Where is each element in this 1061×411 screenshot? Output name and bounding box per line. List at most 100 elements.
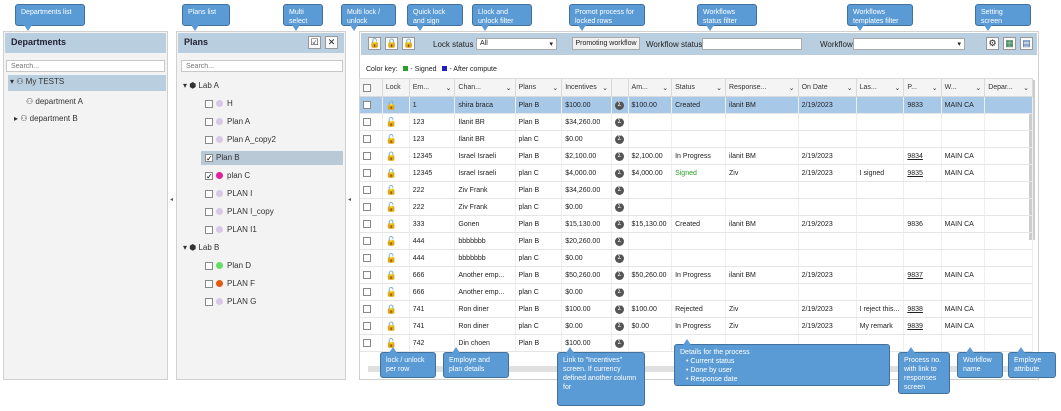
process-link[interactable]: 9835 bbox=[907, 169, 923, 177]
plan-checkbox[interactable] bbox=[205, 297, 213, 306]
table-row[interactable]: 🔓 742 Din choen Plan B $100.00 Σ bbox=[359, 334, 1033, 352]
clear-selection-button[interactable]: ✕ bbox=[325, 36, 338, 49]
unlock-icon[interactable]: 🔓 bbox=[385, 337, 398, 348]
table-row[interactable]: 🔓 222 Ziv Frank Plan B $34,260.00 Σ bbox=[359, 181, 1033, 199]
row-checkbox[interactable] bbox=[362, 305, 371, 313]
dept-tree-root[interactable]: ▾ ⚇ My TESTS bbox=[8, 75, 166, 91]
incentives-link-icon[interactable]: Σ bbox=[614, 202, 624, 212]
lock-icon[interactable]: 🔒 bbox=[385, 150, 398, 161]
unlock-icon[interactable]: 🔓 bbox=[385, 184, 398, 195]
incentives-link-icon[interactable]: Σ bbox=[614, 151, 624, 161]
departments-search-input[interactable] bbox=[6, 60, 165, 72]
plan-checkbox[interactable] bbox=[205, 152, 213, 166]
row-checkbox[interactable] bbox=[362, 288, 371, 296]
incentives-link-icon[interactable]: Σ bbox=[614, 304, 624, 314]
table-row[interactable]: 🔒 666 Another emp... Plan B $50,260.00 Σ $50,2… bbox=[359, 266, 1033, 284]
row-checkbox[interactable] bbox=[362, 135, 371, 143]
column-header[interactable]: Response... ⌄ bbox=[725, 78, 799, 97]
column-header[interactable]: Em... ⌄ bbox=[408, 78, 456, 97]
dept-item[interactable]: ⚇ department A bbox=[26, 95, 83, 109]
incentives-link-icon[interactable]: Σ bbox=[614, 270, 624, 280]
lock-icon[interactable]: 🔒 bbox=[385, 320, 398, 331]
column-header[interactable]: Depar... ⌄ bbox=[984, 78, 1033, 97]
row-checkbox[interactable] bbox=[362, 118, 371, 126]
plan-item[interactable]: plan C bbox=[205, 169, 250, 184]
table-row[interactable]: 🔒 741 Ron diner plan C $0.00 Σ $0.00 In Progres… bbox=[359, 317, 1033, 335]
process-link[interactable]: 9834 bbox=[907, 152, 923, 160]
plan-lab-node[interactable]: ▾ ⬢ Lab B bbox=[183, 241, 219, 255]
settings-icon[interactable]: ⚙ bbox=[986, 37, 999, 50]
column-header[interactable]: Lock bbox=[381, 78, 410, 97]
unlock-all-button[interactable]: 🔓 bbox=[368, 37, 381, 50]
incentives-link-icon[interactable]: Σ bbox=[614, 287, 624, 297]
incentives-link-icon[interactable]: Σ bbox=[614, 134, 624, 144]
plan-checkbox[interactable] bbox=[205, 189, 213, 198]
lock-icon[interactable]: 🔒 bbox=[385, 303, 398, 314]
plan-item[interactable]: PLAN G bbox=[205, 295, 256, 309]
workflow-select[interactable]: ▾ bbox=[853, 38, 965, 50]
incentives-link-icon[interactable]: Σ bbox=[614, 321, 624, 331]
plans-search-input[interactable] bbox=[181, 60, 343, 72]
plan-checkbox[interactable] bbox=[205, 207, 213, 216]
plan-checkbox[interactable] bbox=[205, 170, 213, 184]
table-row[interactable]: 🔓 222 Ziv Frank plan C $0.00 Σ bbox=[359, 198, 1033, 216]
unlock-icon[interactable]: 🔓 bbox=[385, 235, 398, 246]
lock-status-select[interactable]: All ▾ bbox=[476, 38, 557, 50]
dept-item[interactable]: ▸ ⚇ department B bbox=[14, 112, 78, 126]
incentives-link-icon[interactable]: Σ bbox=[614, 117, 624, 127]
quick-lock-sign-button[interactable]: 🔒 bbox=[402, 37, 415, 50]
select-all-checkbox[interactable] bbox=[359, 78, 383, 97]
table-row[interactable]: 🔓 123 Ilanit BR plan C $0.00 Σ bbox=[359, 130, 1033, 148]
column-header[interactable]: P... ⌄ bbox=[903, 78, 942, 97]
plan-item[interactable]: H bbox=[205, 97, 233, 111]
incentives-link-icon[interactable]: Σ bbox=[614, 185, 624, 195]
plan-item[interactable]: PLAN I bbox=[205, 187, 252, 201]
unlock-icon[interactable]: 🔓 bbox=[385, 286, 398, 297]
incentives-link-icon[interactable]: Σ bbox=[614, 219, 624, 229]
column-header[interactable]: On Date ⌄ bbox=[797, 78, 857, 97]
plan-item[interactable]: Plan B bbox=[201, 151, 343, 166]
table-row[interactable]: 🔒 12345 Israel Israeli plan C $4,000.00 Σ $4,0… bbox=[359, 164, 1033, 182]
column-header[interactable]: Plans ⌄ bbox=[514, 78, 563, 97]
plan-item[interactable]: PLAN F bbox=[205, 277, 255, 291]
lock-icon[interactable]: 🔒 bbox=[385, 269, 398, 280]
plan-checkbox[interactable] bbox=[205, 225, 213, 234]
table-row[interactable]: 🔒 333 Gonen Plan B $15,130.00 Σ $15,130.00 Crea… bbox=[359, 215, 1033, 233]
table-row[interactable]: 🔓 444 bbbbbbb plan C $0.00 Σ bbox=[359, 249, 1033, 267]
row-checkbox[interactable] bbox=[362, 254, 371, 262]
column-header[interactable] bbox=[610, 78, 629, 97]
lock-icon[interactable]: 🔒 bbox=[385, 218, 398, 229]
incentives-link-icon[interactable]: Σ bbox=[614, 338, 624, 348]
process-link[interactable]: 9837 bbox=[907, 271, 923, 279]
plan-checkbox[interactable] bbox=[205, 279, 213, 288]
column-header[interactable]: Status ⌄ bbox=[671, 78, 726, 97]
plan-item[interactable]: Plan A_copy2 bbox=[205, 133, 276, 147]
plan-item[interactable]: PLAN I_copy bbox=[205, 205, 274, 219]
incentives-link-icon[interactable]: Σ bbox=[614, 168, 624, 178]
table-row[interactable]: 🔓 444 bbbbbbb Plan B $20,260.00 Σ bbox=[359, 232, 1033, 250]
lock-all-button[interactable]: 🔒 bbox=[385, 37, 398, 50]
process-link[interactable]: 9838 bbox=[907, 305, 923, 313]
process-link[interactable]: 9839 bbox=[907, 322, 923, 330]
splitter-handle[interactable]: ◂ bbox=[348, 197, 352, 203]
lock-icon[interactable]: 🔒 bbox=[385, 167, 398, 178]
lock-icon[interactable]: 🔒 bbox=[385, 99, 398, 110]
row-checkbox[interactable] bbox=[362, 220, 371, 228]
expand-arrow-icon[interactable]: ▸ bbox=[14, 114, 19, 123]
incentives-link-icon[interactable]: Σ bbox=[614, 100, 624, 110]
column-header[interactable]: W... ⌄ bbox=[940, 78, 986, 97]
row-checkbox[interactable] bbox=[362, 203, 371, 211]
row-checkbox[interactable] bbox=[362, 169, 371, 177]
column-header[interactable]: Am... ⌄ bbox=[627, 78, 673, 97]
table-row[interactable]: 🔓 123 Ilanit BR Plan B $34,260.00 Σ bbox=[359, 113, 1033, 131]
plan-checkbox[interactable] bbox=[205, 135, 213, 144]
plan-checkbox[interactable] bbox=[205, 99, 213, 108]
table-row[interactable]: 🔒 12345 Israel Israeli Plan B $2,100.00 Σ $2,1… bbox=[359, 147, 1033, 165]
promoting-workflow-button[interactable]: Promoting workflow bbox=[572, 37, 640, 50]
row-checkbox[interactable] bbox=[362, 152, 371, 160]
export-word-icon[interactable]: ▤ bbox=[1020, 37, 1033, 50]
table-row[interactable]: 🔒 741 Ron diner Plan B $100.00 Σ $100.00 Reject… bbox=[359, 300, 1033, 318]
table-row[interactable]: 🔒 1 shira braca Plan B $100.00 Σ $100.00 Create… bbox=[359, 96, 1033, 114]
unlock-icon[interactable]: 🔓 bbox=[385, 133, 398, 144]
row-checkbox[interactable] bbox=[362, 186, 371, 194]
